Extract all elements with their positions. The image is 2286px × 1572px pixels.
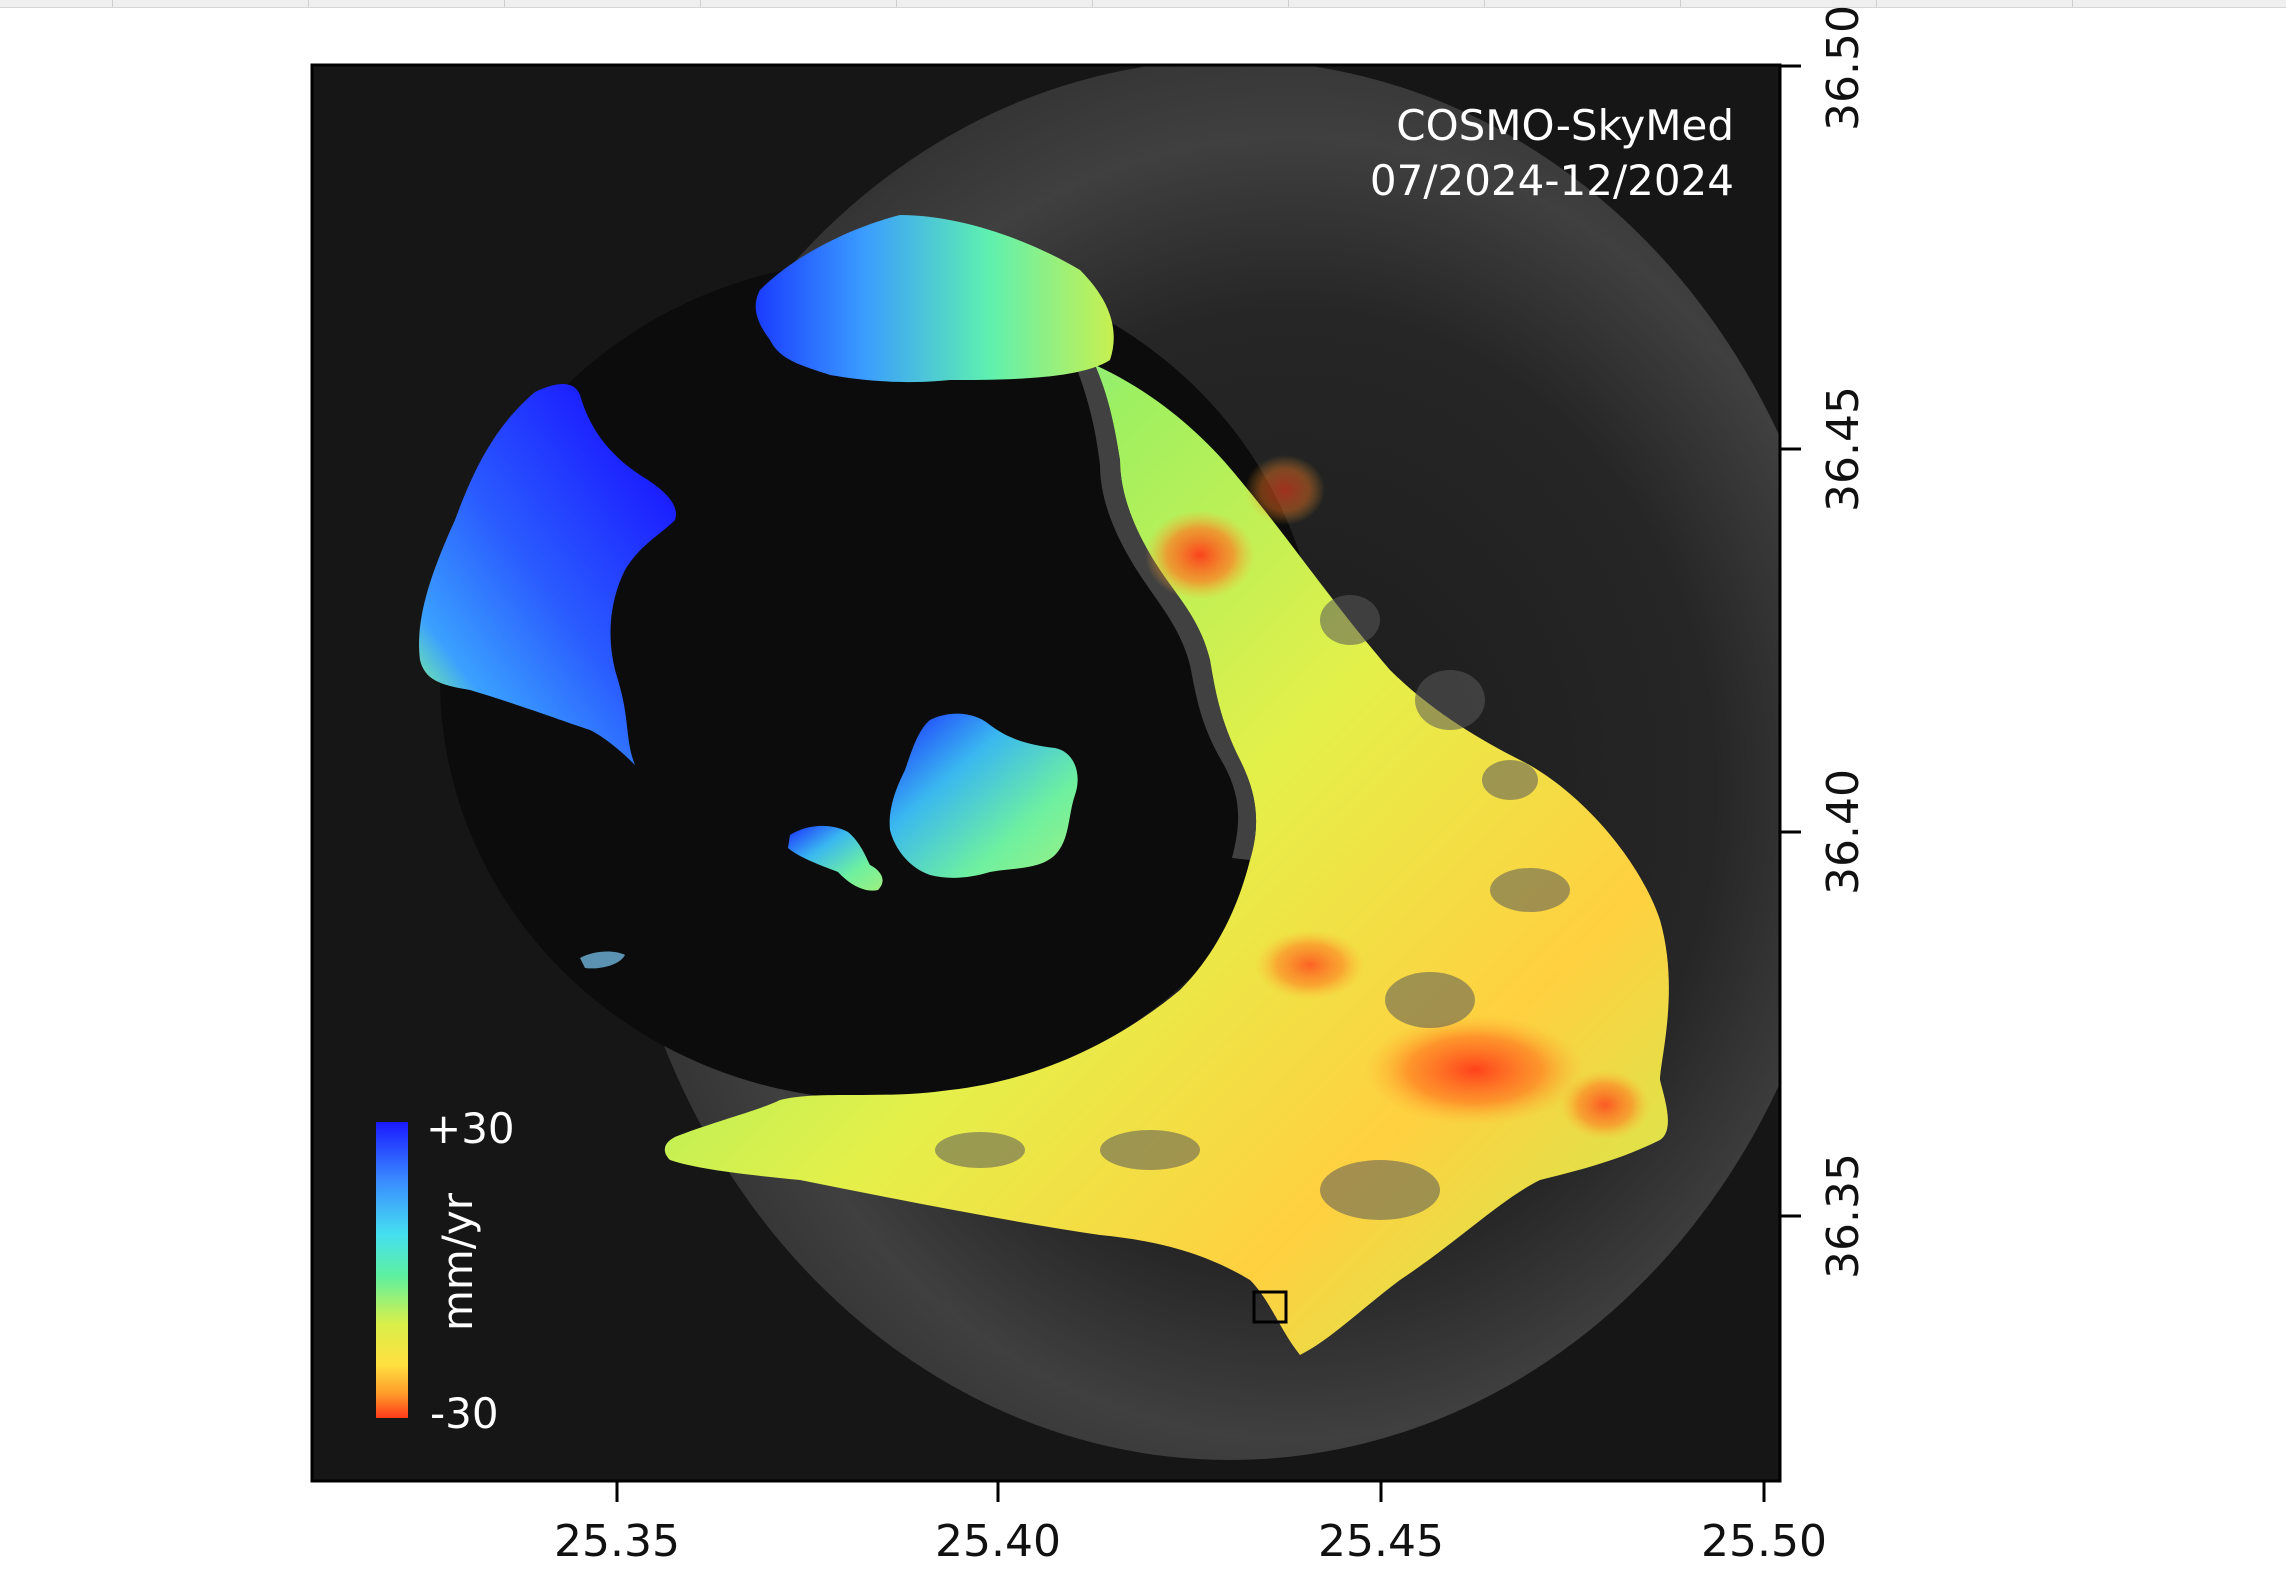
map-panel — [310, 63, 1782, 1483]
hotspot-central — [1255, 930, 1365, 1000]
therasia-island — [419, 384, 676, 765]
thera-caldera-cliffs — [1078, 365, 1257, 860]
period-label: 07/2024-12/2024 — [1370, 156, 1734, 205]
legend-min-label: -30 — [430, 1389, 499, 1438]
legend-max-label: +30 — [426, 1104, 515, 1153]
legend-unit-label: mm/yr — [433, 1192, 482, 1331]
hotspot-north-2 — [1245, 455, 1325, 525]
thera-north-cape — [755, 215, 1114, 383]
x-tick-label: 25.50 — [1701, 1516, 1827, 1567]
location-marker — [1252, 1290, 1288, 1324]
caldera-sea — [440, 260, 1320, 1100]
nea-kameni-island — [889, 713, 1078, 878]
hotspot-north — [1145, 510, 1255, 600]
x-tick-label: 25.45 — [1318, 1516, 1444, 1567]
x-axis: 25.35 25.40 25.45 25.50 — [554, 1481, 1827, 1567]
y-tick-label: 36.45 — [1818, 386, 1869, 512]
sensor-label: COSMO-SkyMed — [1396, 101, 1734, 150]
legend-colorbar — [376, 1122, 408, 1418]
palea-kameni-island — [788, 825, 883, 891]
y-axis: 36.35 36.40 36.45 36.50 — [1780, 5, 1869, 1279]
hotspot-east — [1560, 1070, 1650, 1140]
y-tick-label: 36.50 — [1818, 5, 1869, 131]
non-coherent-patches — [935, 595, 1570, 1220]
x-tick-label: 25.35 — [554, 1516, 680, 1567]
y-tick-label: 36.35 — [1818, 1153, 1869, 1279]
color-legend: +30 -30 mm/yr — [376, 1104, 515, 1438]
x-tick-label: 25.40 — [935, 1516, 1061, 1567]
aspronisi-islet — [580, 951, 625, 969]
hotspot-southeast — [1365, 1015, 1585, 1125]
y-tick-label: 36.40 — [1818, 769, 1869, 895]
window-top-strip — [0, 0, 2286, 8]
map-frame — [310, 63, 1782, 1483]
